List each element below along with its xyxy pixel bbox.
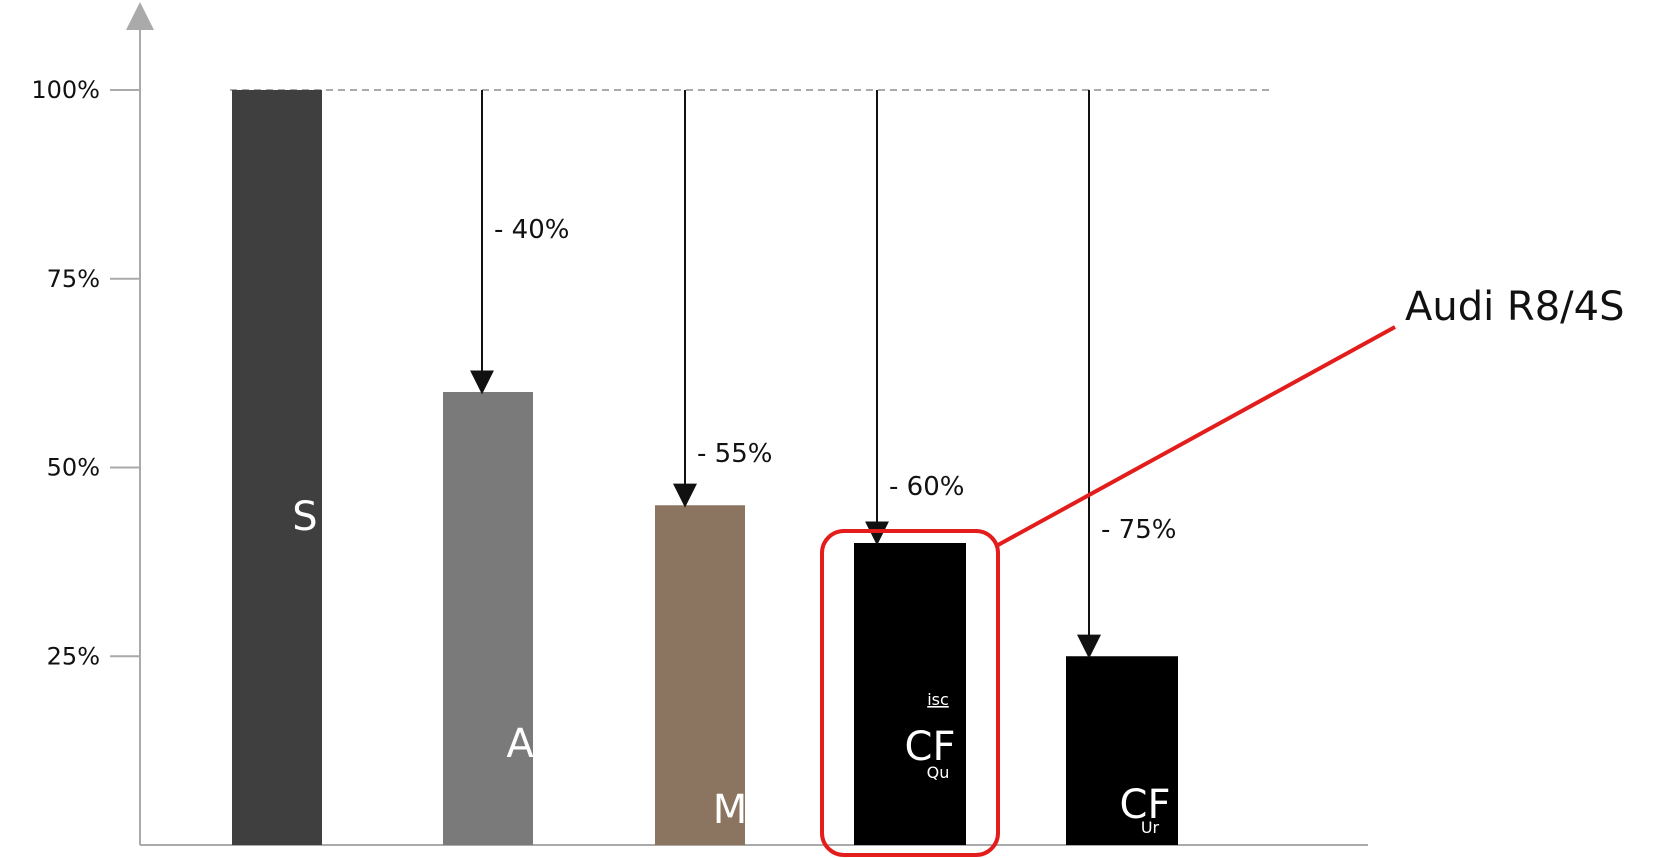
change-label-1: - 40% bbox=[494, 215, 569, 245]
change-label-3: - 60% bbox=[889, 472, 964, 502]
y-tick-label: 100% bbox=[31, 76, 100, 104]
bar-5 bbox=[1066, 656, 1178, 845]
bar-1 bbox=[232, 90, 322, 845]
change-label-2: - 55% bbox=[697, 439, 772, 469]
callout-line bbox=[997, 325, 1396, 547]
change-label-4: - 75% bbox=[1101, 515, 1176, 545]
bar-2 bbox=[443, 392, 533, 845]
bar-label-2: A bbox=[506, 721, 534, 767]
bar-3 bbox=[655, 505, 745, 845]
callout-label: Audi R8/4S bbox=[1405, 284, 1625, 330]
bar-sublabel-4: Qu bbox=[927, 763, 950, 782]
callout: Audi R8/4S bbox=[820, 284, 1625, 857]
y-tick-label: 50% bbox=[47, 454, 100, 482]
bar-label-3: M bbox=[713, 787, 748, 833]
bar-label-5: CF bbox=[1120, 782, 1171, 828]
bar-label-1: S bbox=[292, 494, 317, 540]
change-arrows: - 40% - 55% - 60% - 75% bbox=[470, 90, 1176, 659]
callout-box bbox=[820, 529, 1000, 857]
y-tick-label: 25% bbox=[47, 642, 100, 670]
y-ticks: 25% 50% 75% 100% bbox=[31, 76, 140, 670]
bar-toplabel-4: isc bbox=[927, 690, 949, 709]
bar-sublabel-5: Ur bbox=[1141, 818, 1160, 837]
bar-label-4: CF bbox=[905, 724, 956, 770]
bar-4 bbox=[854, 543, 966, 845]
y-tick-label: 75% bbox=[47, 265, 100, 293]
